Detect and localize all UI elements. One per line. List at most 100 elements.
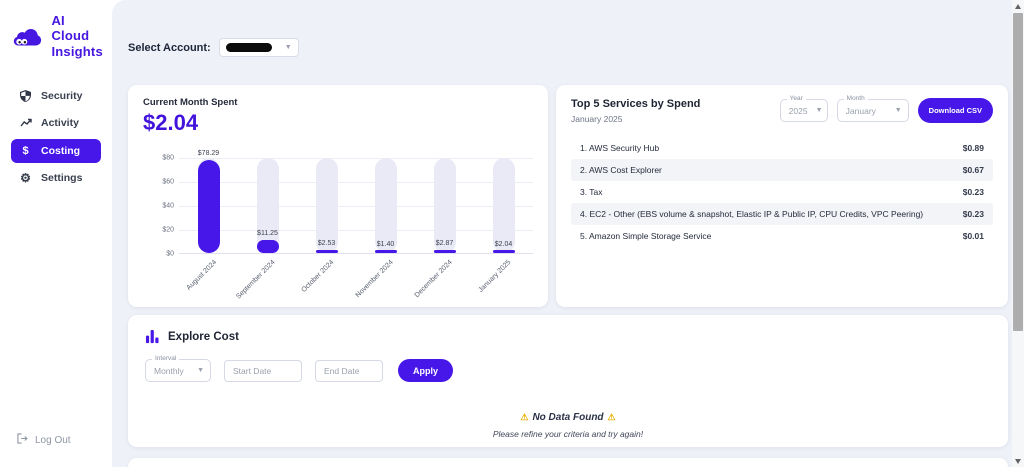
activity-chart-icon — [19, 118, 32, 128]
select-account-label: Select Account: — [128, 41, 211, 54]
bar-group: $2.53 — [315, 158, 338, 253]
vertical-scrollbar[interactable] — [1012, 0, 1024, 467]
bar-value-label: $11.25 — [257, 229, 278, 237]
y-tick: $60 — [162, 178, 174, 186]
service-cost: $0.23 — [962, 187, 984, 197]
sidebar-item-label: Activity — [41, 117, 79, 130]
sidebar: AI Cloud Insights Security Activity $ Co… — [0, 0, 112, 467]
service-row: 1. AWS Security Hub $0.89 — [571, 137, 993, 159]
services-card-title: Top 5 Services by Spend — [571, 98, 701, 110]
year-select-value: 2025 — [788, 105, 808, 116]
year-select-label: Year — [786, 95, 806, 102]
end-date-input[interactable] — [315, 359, 383, 382]
no-data-title: ⚠ No Data Found ⚠ — [520, 412, 616, 423]
bar-fill[interactable] — [197, 160, 220, 253]
x-label-slot: September 2024 — [235, 254, 279, 301]
logout-label: Log Out — [35, 434, 71, 446]
bar-fill[interactable] — [374, 250, 397, 253]
bar-fill[interactable] — [492, 250, 515, 253]
x-label-slot: October 2024 — [301, 254, 338, 294]
sidebar-item-label: Settings — [41, 172, 83, 185]
spend-amount: $2.04 — [143, 110, 199, 135]
y-tick: $0 — [166, 250, 174, 258]
account-select-dropdown[interactable]: ▼ — [218, 38, 299, 57]
sidebar-item-costing[interactable]: $ Costing — [11, 138, 101, 163]
interval-select-value: Monthly — [154, 365, 184, 376]
x-axis-label: January 2025 — [477, 259, 513, 294]
dashboard-cards-row: Current Month Spent $2.04 $80 $60 $40 $2… — [128, 85, 1008, 307]
service-row: 2. AWS Cost Explorer $0.67 — [571, 159, 993, 181]
bar-fill[interactable] — [256, 239, 279, 253]
explore-cost-controls: Interval Monthly ▼ Apply — [145, 355, 991, 382]
main-content: Select Account: ▼ Current Month Spent $2… — [112, 0, 1024, 467]
scrollbar-thumb[interactable] — [1013, 13, 1023, 331]
services-list: 1. AWS Security Hub $0.89 2. AWS Cost Expl… — [571, 137, 993, 247]
bar-group: $2.04 — [492, 158, 515, 253]
year-select[interactable]: Year 2025 ▼ — [779, 95, 828, 122]
chevron-down-icon: ▼ — [284, 44, 292, 51]
bar-value-label: $78.29 — [197, 150, 220, 158]
monthly-spend-bar-chart: $80 $60 $40 $20 $0 $78.29 $11.25 $2.53 $1.4… — [143, 150, 533, 301]
service-row: 5. Amazon Simple Storage Service $0.01 — [571, 225, 993, 247]
service-cost: $0.89 — [962, 143, 984, 153]
sidebar-item-security[interactable]: Security — [0, 83, 112, 110]
x-label-slot: January 2025 — [478, 254, 515, 294]
x-axis-label: August 2024 — [185, 259, 218, 292]
explore-cost-title: Explore Cost — [168, 330, 239, 343]
service-cost: $0.67 — [962, 165, 984, 175]
sidebar-item-activity[interactable]: Activity — [0, 110, 112, 137]
chart-x-labels: August 2024 September 2024 October 2024 Nov… — [179, 254, 533, 301]
y-tick: $80 — [162, 154, 174, 162]
topbar: Select Account: ▼ — [112, 0, 1024, 57]
bar-track — [492, 158, 515, 253]
y-tick: $40 — [162, 202, 174, 210]
download-csv-button[interactable]: Download CSV — [917, 98, 993, 123]
x-axis-label: September 2024 — [235, 259, 277, 301]
month-select-label: Month — [843, 95, 868, 102]
interval-select-label: Interval — [152, 355, 180, 362]
services-card-subtitle: January 2025 — [571, 114, 623, 124]
no-data-subtitle: Please refine your criteria and try agai… — [492, 429, 644, 439]
service-name: 2. AWS Cost Explorer — [580, 165, 662, 175]
bar-value-label: $2.04 — [494, 240, 513, 248]
chart-bars: $78.29 $11.25 $2.53 $1.40 $2.87 $2.04 — [179, 150, 533, 254]
chart-plot-area: $78.29 $11.25 $2.53 $1.40 $2.87 $2.04 August … — [179, 150, 533, 301]
sidebar-item-settings[interactable]: ⚙ Settings — [0, 165, 112, 192]
logout-button[interactable]: Log Out — [17, 433, 71, 447]
sidebar-nav: Security Activity $ Costing ⚙ Settings — [0, 83, 112, 192]
warning-icon: ⚠ — [607, 412, 616, 422]
bar-group: $1.40 — [374, 158, 397, 253]
bar-track — [315, 158, 338, 253]
service-name: 1. AWS Security Hub — [580, 143, 660, 153]
bar-group: $11.25 — [256, 158, 279, 253]
bar-fill[interactable] — [433, 249, 456, 253]
bar-fill[interactable] — [315, 250, 338, 253]
chevron-down-icon: ▼ — [894, 107, 902, 114]
bar-value-label: $1.40 — [376, 241, 395, 249]
month-select[interactable]: Month January ▼ — [836, 95, 909, 122]
app-title: AI Cloud Insights — [51, 13, 103, 59]
bar-chart-icon — [145, 329, 159, 344]
scroll-down-arrow-icon[interactable] — [1012, 455, 1024, 467]
x-axis-label: November 2024 — [354, 259, 395, 300]
service-name: 4. EC2 - Other (EBS volume & snapshot, E… — [580, 209, 924, 219]
service-row: 4. EC2 - Other (EBS volume & snapshot, E… — [571, 203, 993, 225]
explore-cost-card: Explore Cost Interval Monthly ▼ Apply ⚠N… — [128, 315, 1008, 447]
apply-button[interactable]: Apply — [398, 359, 454, 382]
current-month-spend-card: Current Month Spent $2.04 $80 $60 $40 $2… — [128, 85, 548, 307]
start-date-input[interactable] — [224, 359, 302, 382]
interval-select[interactable]: Interval Monthly ▼ — [145, 355, 211, 382]
scroll-up-arrow-icon[interactable] — [1012, 0, 1024, 12]
services-card-header: Top 5 Services by Spend January 2025 Yea… — [571, 95, 993, 124]
sidebar-item-label: Security — [41, 90, 83, 103]
services-card-controls: Year 2025 ▼ Month January ▼ Download CSV — [779, 95, 993, 123]
bar-value-label: $2.53 — [317, 240, 336, 247]
spend-card-title: Current Month Spent — [143, 97, 238, 108]
no-data-message: ⚠ No Data Found ⚠ Please refine your crite… — [145, 412, 991, 439]
dollar-icon: $ — [22, 144, 29, 157]
x-label-slot: August 2024 — [185, 254, 220, 294]
service-row: 3. Tax $0.23 — [571, 181, 993, 203]
bar-value-label: $2.87 — [435, 239, 454, 247]
bar-group: $78.29 — [197, 150, 220, 253]
bar-group: $2.87 — [433, 158, 456, 253]
